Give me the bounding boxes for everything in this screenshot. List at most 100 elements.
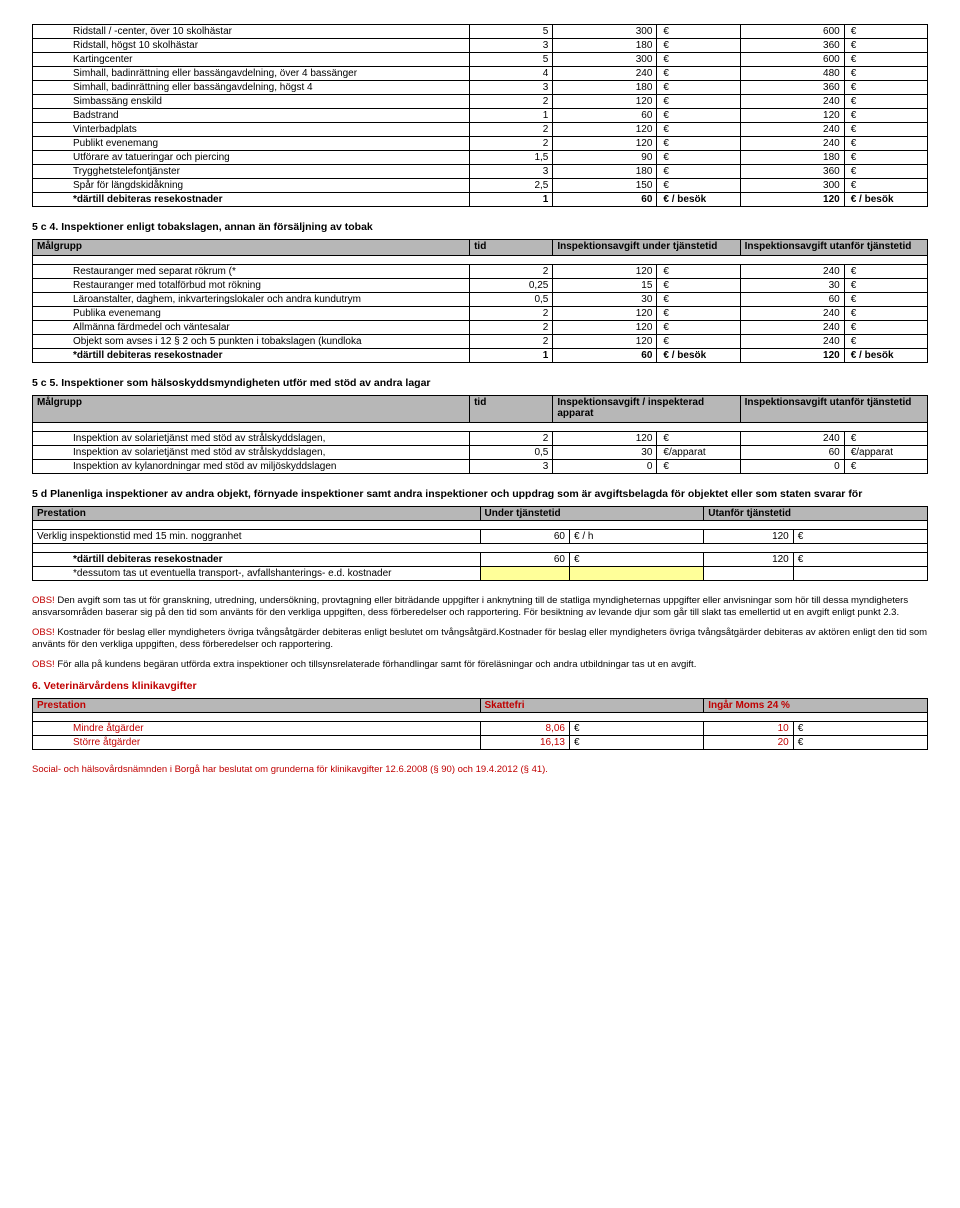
table-row: Ridstall, högst 10 skolhästar3180€360€ — [33, 39, 928, 53]
cell: 180 — [553, 81, 657, 95]
section-5d-title: 5 d Planenliga inspektioner av andra obj… — [32, 488, 928, 500]
table-row: Kartingcenter5300€600€ — [33, 53, 928, 67]
cell: € / besök — [657, 349, 740, 363]
cell: € — [844, 321, 927, 335]
cell: 3 — [470, 165, 553, 179]
cell: 5 — [470, 53, 553, 67]
row-desc: Simhall, badinrättning eller bassängavde… — [33, 81, 470, 95]
cell: € — [570, 722, 704, 736]
cell: 60 — [553, 109, 657, 123]
cell: 0,5 — [470, 293, 553, 307]
obs-1: OBS! Den avgift som tas ut för gransknin… — [32, 595, 928, 619]
cell: 60 — [740, 293, 844, 307]
row-desc: Simhall, badinrättning eller bassängavde… — [33, 67, 470, 81]
cell: 120 — [704, 553, 794, 567]
cell: € — [844, 137, 927, 151]
obs-text: Kostnader för beslag eller myndigheters … — [32, 627, 927, 650]
cell: € — [844, 67, 927, 81]
cell: € — [844, 123, 927, 137]
table-row: Inspektion av solarietjänst med stöd av … — [33, 432, 928, 446]
row-desc: Större åtgärder — [33, 736, 481, 750]
cell: 16,13 — [480, 736, 570, 750]
cell: 120 — [553, 335, 657, 349]
table-row: Allmänna färdmedel och väntesalar2120€24… — [33, 321, 928, 335]
cell: 180 — [553, 165, 657, 179]
th-tid: tid — [470, 240, 553, 254]
cell: € — [793, 722, 927, 736]
table-row: Objekt som avses i 12 § 2 och 5 punkten … — [33, 335, 928, 349]
table-6: Prestation Skattefri Ingår Moms 24 % Min… — [32, 698, 928, 750]
cell: € — [657, 95, 740, 109]
cell: € / besök — [844, 193, 927, 207]
cell: € — [844, 165, 927, 179]
cell: € — [844, 39, 927, 53]
table-row: *därtill debiteras resekostnader160€ / b… — [33, 349, 928, 363]
row-desc: Badstrand — [33, 109, 470, 123]
row-reskostnader: *därtill debiteras resekostnader — [33, 553, 481, 567]
cell: € — [844, 279, 927, 293]
cell: € — [844, 265, 927, 279]
cell — [704, 567, 794, 581]
table-row: Trygghetstelefontjänster3180€360€ — [33, 165, 928, 179]
cell: 360 — [740, 81, 844, 95]
cell: 0 — [740, 460, 844, 474]
cell: € — [844, 179, 927, 193]
cell: 2 — [470, 265, 553, 279]
table-row: Spår för längdskidåkning2,5150€300€ — [33, 179, 928, 193]
cell: € — [657, 137, 740, 151]
cell: € — [570, 553, 704, 567]
cell: 90 — [553, 151, 657, 165]
th-avgift-under: Inspektionsavgift under tjänstetid — [553, 240, 740, 254]
obs-text: Den avgift som tas ut för granskning, ut… — [32, 595, 908, 618]
cell: 2 — [470, 95, 553, 109]
cell: 1 — [470, 349, 553, 363]
table-row: Vinterbadplats2120€240€ — [33, 123, 928, 137]
cell: € — [657, 123, 740, 137]
table-5c4: Målgrupp tid Inspektionsavgift under tjä… — [32, 239, 928, 363]
table-row: Utförare av tatueringar och piercing1,59… — [33, 151, 928, 165]
cell: 2 — [470, 335, 553, 349]
cell: 5 — [470, 25, 553, 39]
table-row: Ridstall / -center, över 10 skolhästar53… — [33, 25, 928, 39]
cell: 3 — [470, 81, 553, 95]
cell: € — [844, 109, 927, 123]
cell: 240 — [740, 307, 844, 321]
cell: € — [844, 53, 927, 67]
cell: 600 — [740, 25, 844, 39]
cell: € — [657, 279, 740, 293]
table-row: Mindre åtgärder8,06€10€ — [33, 722, 928, 736]
table-row: Restauranger med separat rökrum (*2120€2… — [33, 265, 928, 279]
row-desc: *därtill debiteras resekostnader — [33, 193, 470, 207]
cell: € / h — [570, 530, 704, 544]
cell: € — [657, 307, 740, 321]
cell: € — [793, 553, 927, 567]
cell: 2,5 — [470, 179, 553, 193]
cell-yellow — [480, 567, 570, 581]
cell: 180 — [740, 151, 844, 165]
cell: 60 — [740, 446, 844, 460]
cell: € — [657, 25, 740, 39]
cell: 1,5 — [470, 151, 553, 165]
cell: 120 — [553, 321, 657, 335]
cell: 360 — [740, 165, 844, 179]
table-5d: Prestation Under tjänstetid Utanför tjän… — [32, 506, 928, 581]
obs-2: OBS! Kostnader för beslag eller myndighe… — [32, 627, 928, 651]
cell: 10 — [704, 722, 794, 736]
row-desc: Inspektion av solarietjänst med stöd av … — [33, 432, 470, 446]
row-verklig: Verklig inspektionstid med 15 min. noggr… — [33, 530, 481, 544]
cell: 240 — [740, 321, 844, 335]
th-skattefri: Skattefri — [480, 699, 704, 713]
cell: € — [657, 460, 740, 474]
row-desc: Inspektion av kylanordningar med stöd av… — [33, 460, 470, 474]
cell: € — [844, 151, 927, 165]
cell: € — [657, 109, 740, 123]
cell: 60 — [480, 553, 570, 567]
cell: € / besök — [844, 349, 927, 363]
cell: € — [844, 293, 927, 307]
th-prestation: Prestation — [33, 699, 481, 713]
cell: 15 — [553, 279, 657, 293]
cell: 0,5 — [470, 446, 553, 460]
cell: 2 — [470, 137, 553, 151]
table-5c5: Målgrupp tid Inspektionsavgift / inspekt… — [32, 395, 928, 474]
table-row: Badstrand160€120€ — [33, 109, 928, 123]
